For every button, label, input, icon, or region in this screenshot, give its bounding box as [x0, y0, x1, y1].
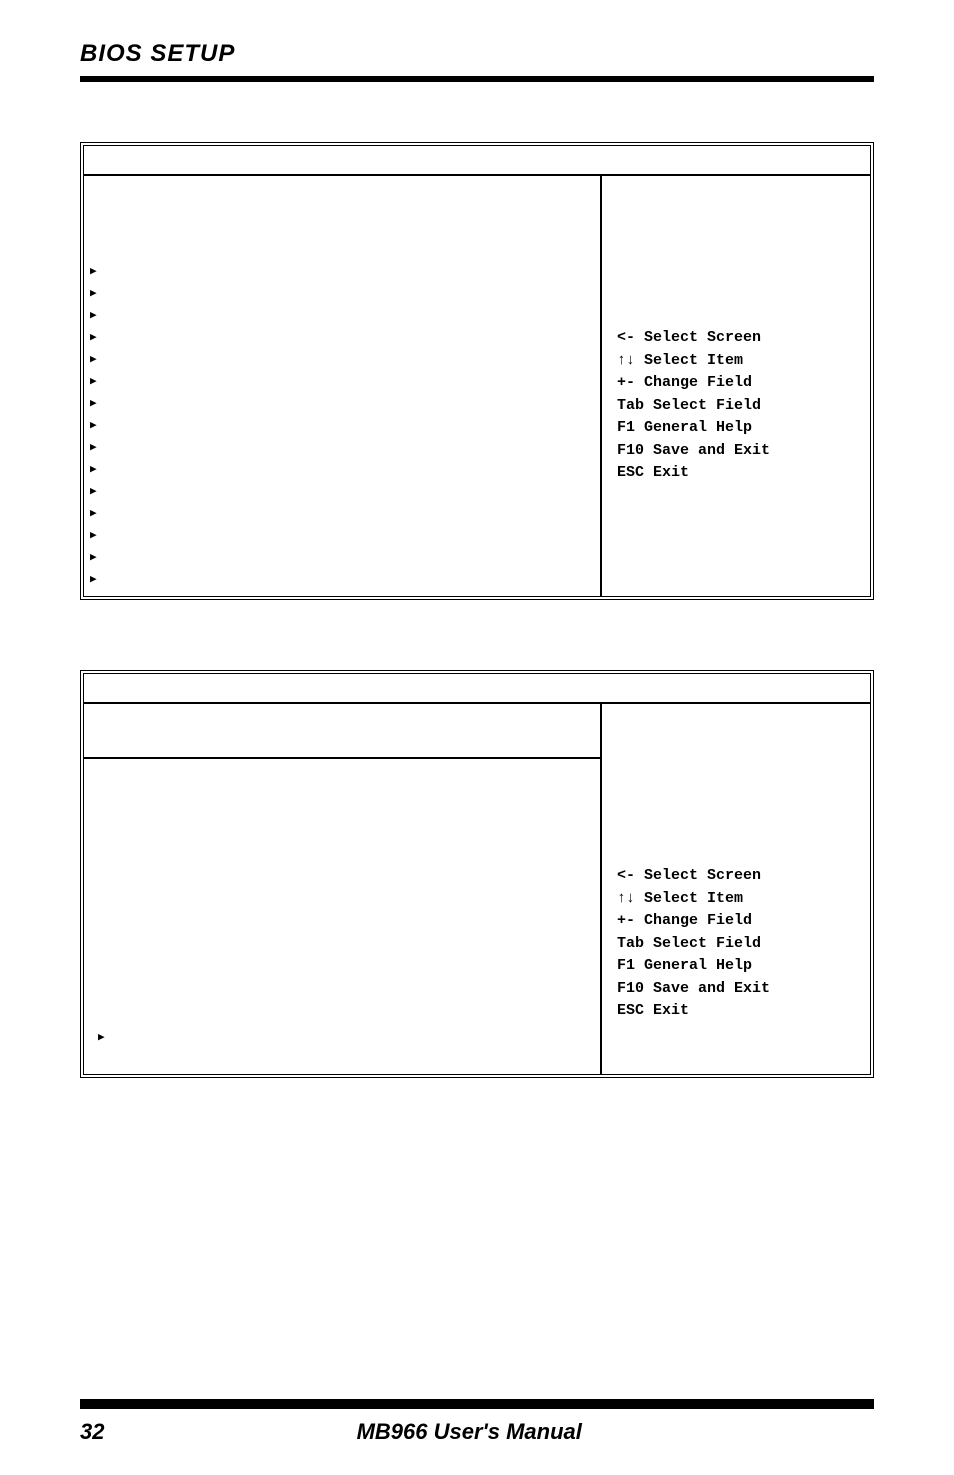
triangle-icon: ▶	[90, 371, 97, 393]
box-header	[84, 674, 870, 704]
help-change-field: +- Change Field	[617, 910, 855, 933]
help-save-exit: F10 Save and Exit	[617, 978, 855, 1001]
page-header: BIOS SETUP	[80, 40, 874, 68]
footer-title: MB966 User's Manual	[104, 1419, 834, 1445]
box-right-col: <- Select Screen ↑↓ Select Item +- Chang…	[600, 704, 870, 1074]
triangle-icon: ▶	[98, 1030, 105, 1044]
triangle-icon: ▶	[90, 481, 97, 503]
box-left-col: ▶	[84, 704, 600, 1074]
help-esc-exit: ESC Exit	[617, 1000, 855, 1023]
triangle-icon: ▶	[90, 283, 97, 305]
help-change-field: +- Change Field	[617, 372, 855, 395]
triangle-icon: ▶	[90, 305, 97, 327]
header-rule	[80, 76, 874, 82]
box-header	[84, 146, 870, 176]
box-right-col: <- Select Screen ↑↓ Select Item +- Chang…	[600, 176, 870, 596]
triangle-icon: ▶	[90, 525, 97, 547]
sub-header-cell	[84, 704, 600, 759]
help-save-exit: F10 Save and Exit	[617, 440, 855, 463]
triangle-icon: ▶	[90, 503, 97, 525]
help-esc-exit: ESC Exit	[617, 462, 855, 485]
help-tab-select: Tab Select Field	[617, 395, 855, 418]
help-select-item: ↑↓ Select Item	[617, 350, 855, 373]
triangle-icon: ▶	[90, 261, 97, 283]
help-tab-select: Tab Select Field	[617, 933, 855, 956]
bios-box-2: ▶ <- Select Screen ↑↓ Select Item +- Cha…	[80, 670, 874, 1078]
box-left-col: ▶ ▶ ▶ ▶ ▶ ▶ ▶ ▶ ▶ ▶ ▶ ▶ ▶ ▶ ▶	[84, 176, 600, 596]
page-number: 32	[80, 1419, 104, 1445]
triangle-icon: ▶	[90, 459, 97, 481]
triangle-icon: ▶	[90, 393, 97, 415]
triangle-icon: ▶	[90, 415, 97, 437]
footer-rule	[80, 1403, 874, 1409]
triangle-icon: ▶	[90, 569, 97, 591]
triangle-icon: ▶	[90, 437, 97, 459]
help-select-item: ↑↓ Select Item	[617, 888, 855, 911]
bios-box-1: ▶ ▶ ▶ ▶ ▶ ▶ ▶ ▶ ▶ ▶ ▶ ▶ ▶ ▶ ▶	[80, 142, 874, 600]
help-general-help: F1 General Help	[617, 955, 855, 978]
help-select-screen: <- Select Screen	[617, 327, 855, 350]
triangle-icon: ▶	[90, 327, 97, 349]
triangle-icon: ▶	[90, 349, 97, 371]
menu-triangles: ▶ ▶ ▶ ▶ ▶ ▶ ▶ ▶ ▶ ▶ ▶ ▶ ▶ ▶ ▶	[90, 261, 97, 591]
help-select-screen: <- Select Screen	[617, 865, 855, 888]
help-general-help: F1 General Help	[617, 417, 855, 440]
triangle-icon: ▶	[90, 547, 97, 569]
